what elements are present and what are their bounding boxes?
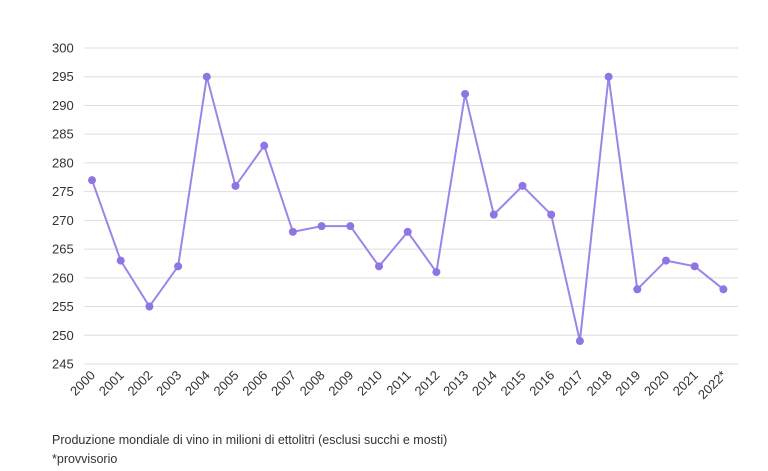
series-markers: [88, 72, 728, 346]
x-tick-label: 2013: [440, 368, 471, 399]
provisional-note: *provvisorio: [52, 452, 118, 466]
y-tick-label: 300: [52, 41, 74, 56]
data-point: [317, 222, 326, 231]
y-tick-label: 295: [52, 69, 74, 84]
data-point: [202, 72, 211, 81]
data-point: [116, 256, 125, 265]
x-tick-label: 2015: [498, 368, 529, 399]
chart-caption: Produzione mondiale di vino in milioni d…: [52, 433, 448, 447]
x-tick-label: 2016: [526, 368, 557, 399]
x-tick-label: 2020: [641, 368, 672, 399]
data-point: [346, 222, 355, 231]
y-tick-label: 265: [52, 242, 74, 257]
x-tick-label: 2011: [383, 368, 413, 398]
x-tick-label: 2012: [411, 368, 442, 399]
data-point: [403, 227, 412, 236]
data-point: [288, 227, 297, 236]
data-point: [375, 262, 383, 271]
x-tick-label: 2018: [584, 368, 615, 399]
x-tick-label: 2007: [268, 368, 299, 399]
data-point: [547, 210, 556, 219]
data-point: [461, 89, 470, 98]
data-point: [604, 72, 613, 81]
series-line: [91, 76, 725, 342]
grid-lines: [84, 47, 738, 365]
y-tick-label: 290: [52, 98, 74, 113]
data-point: [145, 302, 154, 311]
data-point: [489, 210, 498, 219]
data-point: [518, 181, 527, 190]
data-point: [174, 262, 183, 271]
x-tick-label: 2002: [124, 368, 155, 399]
x-tick-label: 2000: [67, 368, 98, 399]
x-tick-label: 2005: [211, 368, 242, 399]
x-tick-label: 2001: [96, 368, 127, 399]
y-tick-label: 280: [52, 155, 74, 170]
data-point: [432, 268, 441, 277]
x-tick-label: 2006: [239, 368, 270, 399]
line-chart: 300 295 290 285 280 275 270 265 260 255 250 245 200…: [52, 41, 738, 403]
x-tick-label: 2009: [325, 368, 356, 399]
data-point: [719, 285, 728, 294]
data-point: [260, 141, 269, 150]
y-tick-label: 270: [52, 213, 74, 228]
x-tick-label: 2019: [612, 368, 643, 399]
x-axis-ticks: 2000200120022003200420052006200720082009…: [67, 368, 729, 403]
data-point: [231, 181, 240, 190]
data-point: [88, 176, 96, 185]
x-tick-label: 2003: [153, 368, 184, 399]
y-tick-label: 275: [52, 184, 74, 199]
x-tick-label: 2010: [354, 368, 385, 399]
x-tick-label: 2004: [182, 368, 213, 399]
y-tick-label: 245: [52, 357, 74, 372]
x-tick-label: 2022*: [695, 368, 730, 403]
y-tick-label: 255: [52, 299, 74, 314]
data-point: [633, 285, 642, 294]
y-axis-ticks: 300 295 290 285 280 275 270 265 260 255 250 245: [52, 41, 74, 372]
x-tick-label: 2017: [555, 368, 586, 399]
data-point: [690, 262, 699, 271]
data-point: [662, 256, 670, 265]
y-tick-label: 260: [52, 270, 74, 285]
y-tick-label: 285: [52, 127, 74, 142]
data-point: [575, 337, 584, 346]
x-tick-label: 2014: [469, 368, 500, 399]
x-tick-label: 2008: [297, 368, 328, 399]
y-tick-label: 250: [52, 328, 74, 343]
